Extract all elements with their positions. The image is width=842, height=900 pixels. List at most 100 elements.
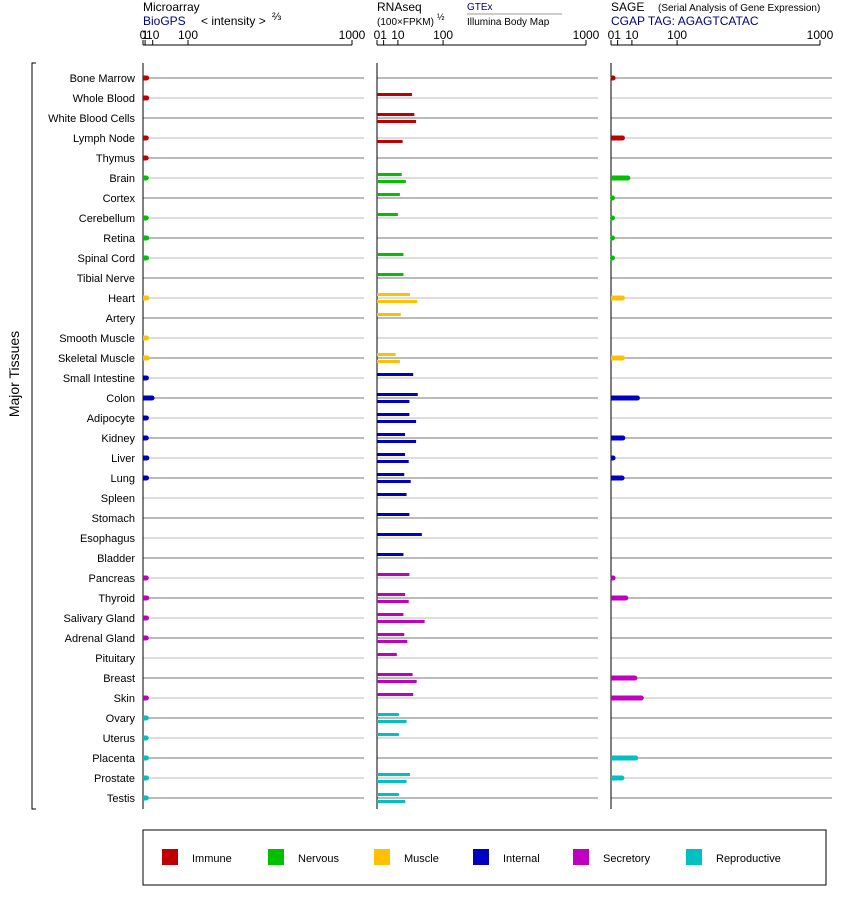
sage-bar-heart [611, 295, 623, 301]
rnaseq-gtex-bar-testis [377, 793, 399, 796]
microarray-bar-cap-smooth-muscle [144, 335, 150, 341]
rnaseq-source-illumina: Illumina Body Map [467, 17, 550, 28]
tissue-label-uterus: Uterus [103, 733, 136, 745]
tissue-label-thymus: Thymus [96, 153, 136, 165]
microarray-bar-cap-adipocyte [143, 415, 149, 421]
sage-bar-cap-spinal-cord [610, 255, 615, 261]
sage-tick-label: 10 [625, 28, 639, 42]
rnaseq-gtex-bar-bladder [377, 553, 404, 556]
rnaseq-illumina-bar-skeletal-muscle [377, 360, 400, 363]
legend: Immune Nervous Muscle Internal Secretory Repr… [162, 849, 781, 865]
rnaseq-illumina-bar-prostate [377, 780, 407, 783]
legend-swatch-reproductive [686, 849, 702, 865]
rnaseq-illumina-bar-white-blood-cells [377, 120, 417, 123]
tissue-label-white-blood-cells: White Blood Cells [48, 113, 135, 125]
sage-bar-kidney [611, 435, 623, 441]
rnaseq-illumina-bar-brain [377, 180, 406, 183]
rnaseq-gtex-bar-kidney [377, 433, 406, 436]
microarray-tick-label: 10 [146, 28, 160, 42]
sage-bar-thyroid [611, 595, 626, 601]
sage-bar-skin [611, 695, 642, 701]
rnaseq-source-gtex: GTEx [467, 2, 493, 13]
tissue-label-esophagus: Esophagus [80, 533, 136, 545]
tissue-label-prostate: Prostate [94, 773, 135, 785]
tissue-label-small-intestine: Small Intestine [63, 373, 135, 385]
microarray-bar-cap-salivary-gland [144, 615, 150, 621]
microarray-bar-cap-prostate [144, 775, 150, 781]
microarray-bar-cap-whole-blood [144, 95, 150, 101]
sage-bar-cap-placenta [633, 755, 639, 761]
rnaseq-illumina-bar-ovary [377, 720, 407, 723]
rnaseq-gtex-bar-stomach [377, 513, 410, 516]
tissue-label-cerebellum: Cerebellum [79, 213, 135, 225]
rnaseq-gtex-bar-colon [377, 393, 418, 396]
legend-label-internal: Internal [503, 853, 540, 865]
tissue-label-whole-blood: Whole Blood [73, 93, 135, 105]
tissue-label-kidney: Kidney [101, 433, 135, 445]
rnaseq-gtex-bar-pituitary [377, 653, 397, 656]
sage-bar-colon [611, 395, 638, 401]
sage-title: SAGE [611, 0, 644, 14]
tissue-label-ovary: Ovary [106, 713, 136, 725]
microarray-bar-colon [143, 395, 153, 401]
microarray-tick-label: 1000 [339, 28, 366, 42]
sage-bar-cap-cerebellum [610, 215, 615, 221]
rnaseq-title: RNAseq [377, 0, 422, 14]
y-axis-label: Major Tissues [6, 331, 22, 417]
sage-bar-cap-retina [610, 235, 615, 241]
tissue-label-liver: Liver [111, 453, 135, 465]
legend-label-secretory: Secretory [603, 853, 651, 865]
tissue-label-salivary-gland: Salivary Gland [63, 613, 135, 625]
microarray-source: BioGPS [143, 14, 186, 28]
microarray-bar-cap-small-intestine [143, 375, 149, 381]
tissue-label-lung: Lung [111, 473, 135, 485]
rnaseq-scale-label: (100×FPKM) [377, 17, 434, 28]
rnaseq-illumina-bar-lymph-node [377, 140, 403, 143]
tissue-label-bladder: Bladder [97, 553, 135, 565]
sage-tick-label: 0 [608, 28, 615, 42]
tissue-label-adipocyte: Adipocyte [87, 413, 135, 425]
rnaseq-gtex-bar-cortex [377, 193, 400, 196]
rnaseq-illumina-bar-adrenal-gland [377, 640, 408, 643]
tissue-label-skeletal-muscle: Skeletal Muscle [58, 353, 135, 365]
rnaseq-illumina-bar-kidney [377, 440, 417, 443]
rnaseq-gtex-bar-adrenal-gland [377, 633, 405, 636]
sage-bar-cap-cortex [610, 195, 615, 201]
tissue-label-placenta: Placenta [92, 753, 136, 765]
rnaseq-tick-label: 1000 [573, 28, 600, 42]
tissue-label-pancreas: Pancreas [89, 573, 136, 585]
rnaseq-gtex-bar-whole-blood [377, 93, 412, 96]
microarray-bar-cap-liver [144, 455, 150, 461]
tissue-label-spinal-cord: Spinal Cord [78, 253, 135, 265]
legend-swatch-immune [162, 849, 178, 865]
microarray-bar-cap-lung [144, 475, 150, 481]
tissue-label-pituitary: Pituitary [95, 653, 135, 665]
legend-label-nervous: Nervous [298, 853, 339, 865]
microarray-bar-cap-ovary [143, 715, 149, 721]
sage-bar-cap-pancreas [610, 575, 616, 581]
tissue-labels: Bone Marrow Whole Blood White Blood Cells L… [48, 73, 136, 805]
microarray-bar-cap-retina [144, 235, 150, 241]
tissue-label-breast: Breast [103, 673, 135, 685]
microarray-bar-cap-thymus [143, 155, 149, 161]
microarray-bar-cap-adrenal-gland [143, 635, 149, 641]
tissue-label-brain: Brain [109, 173, 135, 185]
sage-bar-brain [611, 175, 628, 181]
rnaseq-gtex-bar-lung [377, 473, 405, 476]
tissue-label-lymph-node: Lymph Node [73, 133, 135, 145]
rnaseq-gtex-bar-salivary-gland [377, 613, 404, 616]
sage-bar-cap-skeletal-muscle [619, 355, 625, 361]
rnaseq-gtex-bar-ovary [377, 713, 399, 716]
rnaseq-gtex-bar-spleen [377, 493, 407, 496]
microarray-bar-cap-pancreas [143, 575, 149, 581]
rnaseq-gtex-bar-breast [377, 673, 413, 676]
sage-bar-cap-colon [634, 395, 640, 401]
sage-bar-cap-kidney [620, 435, 626, 441]
microarray-scale-label: < intensity > [201, 14, 266, 28]
rnaseq-illumina-bar-lung [377, 480, 411, 483]
microarray-bar-cap-heart [144, 295, 150, 301]
rnaseq-illumina-bar-salivary-gland [377, 620, 425, 623]
microarray-bar-cap-placenta [143, 755, 149, 761]
sage-tick-label: 1000 [807, 28, 834, 42]
legend-swatch-nervous [268, 849, 284, 865]
